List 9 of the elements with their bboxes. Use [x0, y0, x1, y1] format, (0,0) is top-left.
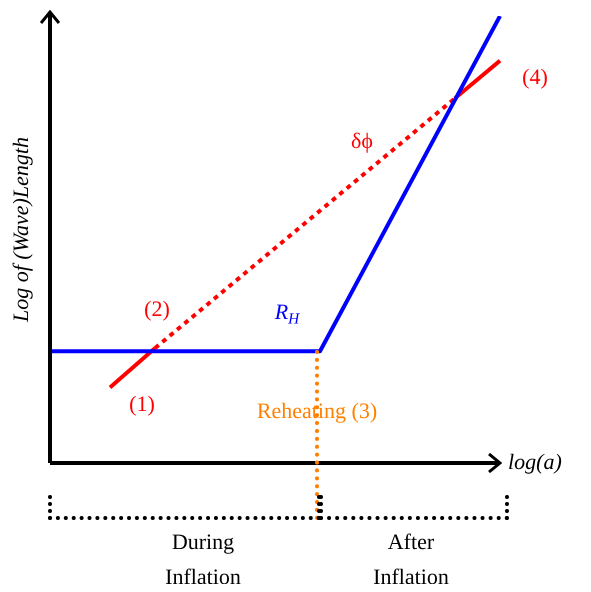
annotation: Reheating (3)	[256, 398, 378, 423]
text: During Inflation	[165, 528, 241, 589]
annotation: (1)	[129, 390, 155, 416]
annotation: (4)	[522, 64, 548, 89]
annotation: δϕ	[351, 128, 373, 153]
annotation: (2)	[144, 296, 170, 321]
text: After Inflation	[373, 528, 449, 589]
x-axis-title: log(a)	[508, 448, 562, 474]
y-axis-title: Log of (Wave)Length	[8, 137, 33, 323]
